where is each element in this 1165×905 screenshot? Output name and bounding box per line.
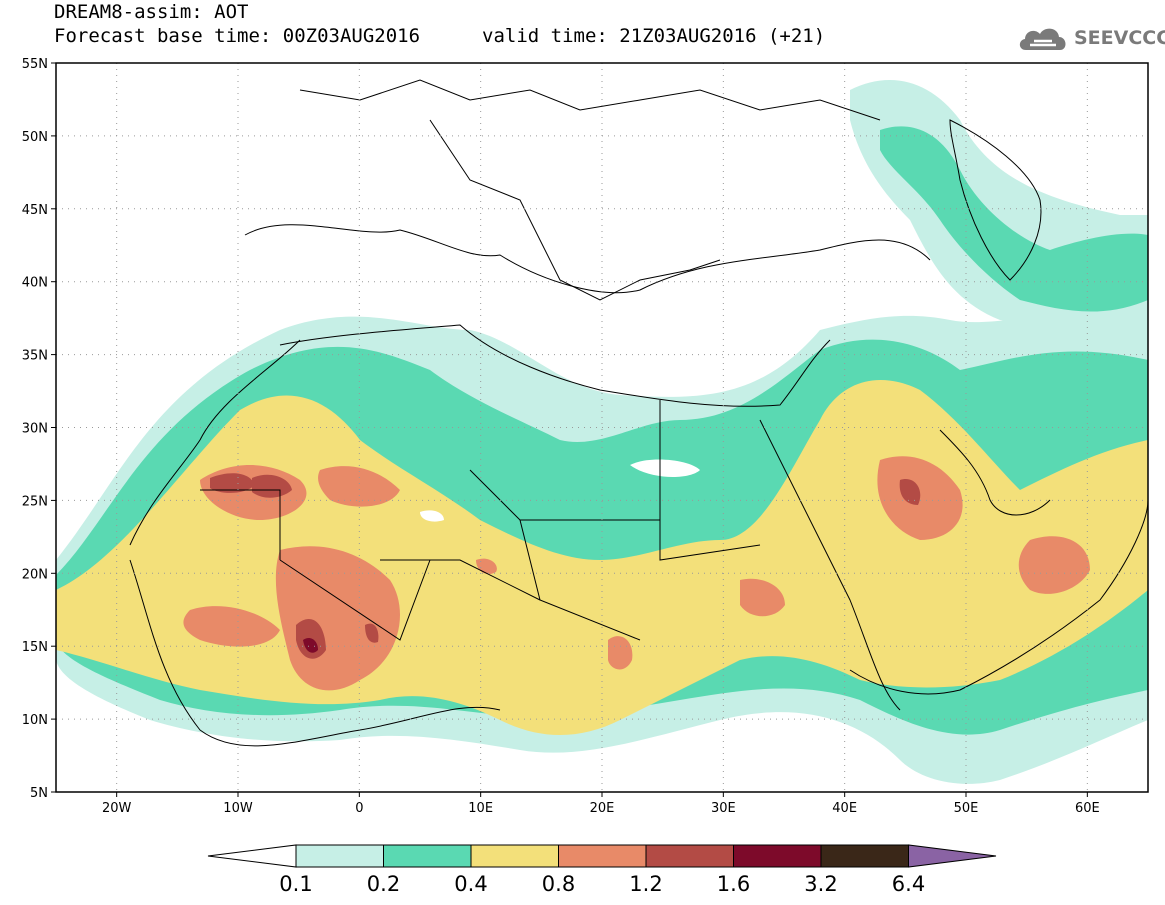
- seevccc-logo: SEEVCCC: [1016, 22, 1165, 54]
- lat-tick-label: 20N: [22, 567, 48, 582]
- colorbar-bin: [383, 844, 472, 868]
- lon-tick-label: 60E: [1075, 801, 1100, 816]
- aot-band-0.2-caspian: [880, 126, 1148, 312]
- colorbar-label: 3.2: [804, 872, 837, 896]
- logo-text: SEEVCCC: [1074, 27, 1165, 49]
- valid-time: valid time: 21Z03AUG2016 (+21): [482, 25, 826, 47]
- grid-lines: [56, 63, 1148, 792]
- lon-tick-label: 20E: [590, 801, 615, 816]
- lon-tick-label: 10W: [223, 801, 253, 816]
- lat-axis: 5N 10N 15N 20N 25N 30N 35N 40N 45N 50N 55N: [22, 57, 56, 801]
- colorbar-label: 0.1: [279, 872, 312, 896]
- aot-band-1.6: [303, 638, 318, 653]
- colorbar-label: 6.4: [892, 872, 925, 896]
- colorbar-bin: [645, 844, 734, 868]
- colorbar-label: 0.2: [367, 872, 400, 896]
- lon-tick-label: 30E: [711, 801, 736, 816]
- lon-tick-label: 50E: [954, 801, 979, 816]
- colorbar-bin: [820, 844, 909, 868]
- colorbar-label: 1.2: [629, 872, 662, 896]
- lon-tick-label: 40E: [832, 801, 857, 816]
- lat-tick-label: 50N: [22, 130, 48, 145]
- lon-tick-label: 0: [355, 801, 363, 816]
- lat-tick-label: 25N: [22, 494, 48, 509]
- aot-field: [56, 80, 1148, 784]
- colorbar-over-triangle: [908, 844, 997, 868]
- colorbar-label: 0.4: [454, 872, 487, 896]
- colorbar-label: 1.6: [717, 872, 750, 896]
- title-line-1: DREAM8-assim: AOT: [54, 1, 249, 23]
- lat-tick-label: 35N: [22, 349, 48, 364]
- colorbar-bin: [295, 844, 384, 868]
- colorbar-bin: [470, 844, 559, 868]
- lat-tick-label: 30N: [22, 422, 48, 437]
- lat-tick-label: 40N: [22, 276, 48, 291]
- colorbar-bin: [558, 844, 647, 868]
- colorbar-label: 0.8: [542, 872, 575, 896]
- lat-tick-label: 15N: [22, 640, 48, 655]
- lat-tick-label: 55N: [22, 57, 48, 72]
- aot-band-1.2: [210, 473, 921, 659]
- coastlines: [129, 79, 1148, 747]
- cloud-icon: [1019, 28, 1066, 50]
- lon-tick-label: 10E: [468, 801, 493, 816]
- lon-axis: 20W 10W 0 10E 20E 30E 40E 50E 60E: [102, 792, 1100, 816]
- colorbar-under-triangle: [207, 844, 297, 868]
- lat-tick-label: 45N: [22, 203, 48, 218]
- forecast-base-time: Forecast base time: 00Z03AUG2016: [54, 25, 421, 47]
- colorbar-bin: [733, 844, 822, 868]
- colorbar: 0.1 0.2 0.4 0.8 1.2 1.6 3.2 6.4: [207, 844, 997, 896]
- lat-tick-label: 10N: [22, 713, 48, 728]
- lon-tick-label: 20W: [102, 801, 132, 816]
- lat-tick-label: 5N: [30, 786, 48, 801]
